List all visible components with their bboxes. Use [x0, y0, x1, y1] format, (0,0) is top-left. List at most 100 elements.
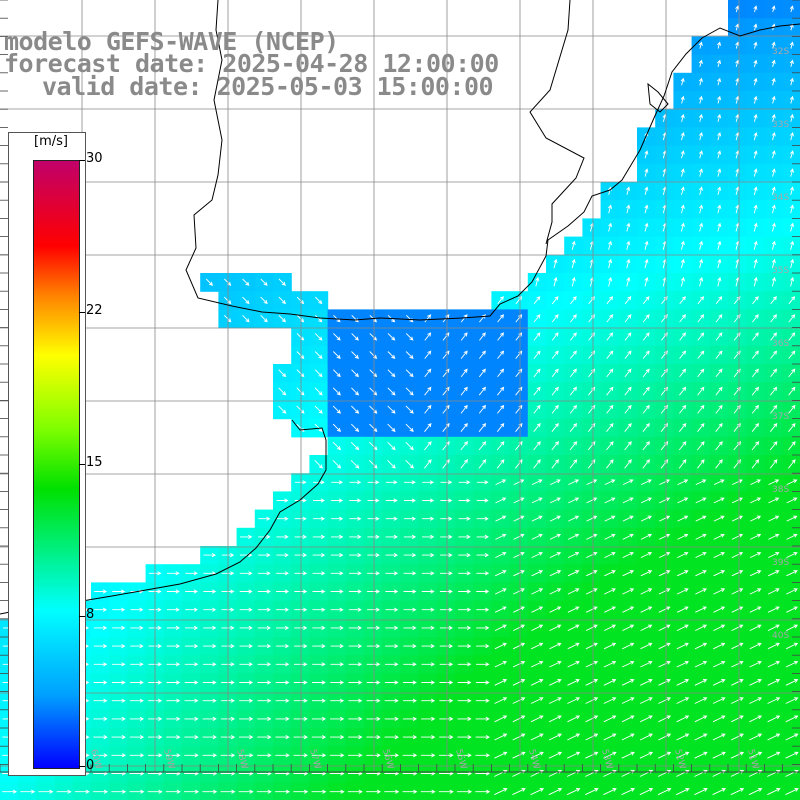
- wind-arrow: [387, 405, 396, 414]
- wind-arrow: [457, 644, 472, 649]
- wind-arrow: [751, 404, 759, 414]
- wind-arrow: [348, 625, 362, 630]
- wind-arrow: [624, 459, 632, 469]
- wind-arrow: [424, 368, 432, 378]
- wind-arrow: [789, 168, 794, 177]
- wind-arrow: [788, 386, 796, 396]
- wind-arrow: [604, 551, 616, 559]
- forecast-date: forecast date: 2025-04-28 12:00:00: [4, 49, 499, 78]
- wind-arrow: [622, 570, 635, 577]
- wind-arrow: [640, 515, 652, 522]
- wind-arrow: [494, 715, 508, 723]
- wind-arrow: [403, 698, 417, 703]
- wind-arrow: [257, 680, 272, 685]
- wind-arrow: [348, 607, 362, 612]
- wind-arrow: [275, 789, 291, 794]
- wind-arrow: [603, 679, 617, 686]
- wind-arrow: [713, 515, 725, 522]
- wind-arrow: [512, 660, 526, 668]
- wind-arrow: [403, 680, 417, 685]
- wind-arrow: [786, 588, 798, 595]
- wind-arrow: [460, 404, 468, 414]
- wind-arrow: [494, 751, 508, 759]
- wind-arrow: [220, 753, 236, 758]
- wind-arrow: [694, 642, 708, 650]
- wind-arrow: [694, 679, 708, 686]
- wind-arrow: [476, 589, 490, 594]
- wind-arrow: [603, 715, 617, 723]
- wind-arrow: [311, 735, 327, 740]
- valid-date: valid date: 2025-05-03 15:00:00: [42, 72, 494, 101]
- wind-arrow: [624, 441, 632, 451]
- wind-arrow: [332, 387, 341, 396]
- wind-arrow: [735, 59, 740, 68]
- wind-arrow: [420, 753, 436, 758]
- wind-arrow: [588, 350, 596, 359]
- wind-arrow: [93, 680, 108, 685]
- wind-arrow: [205, 278, 214, 286]
- wind-arrow: [167, 571, 180, 576]
- wind-arrow: [553, 276, 558, 287]
- wind-arrow: [367, 516, 380, 521]
- wind-arrow: [458, 625, 472, 630]
- wind-arrow: [621, 697, 635, 704]
- wind-arrow: [697, 332, 705, 341]
- wind-arrow: [366, 716, 381, 721]
- wind-arrow: [735, 23, 740, 31]
- wind-arrow: [457, 789, 473, 794]
- wind-arrow: [712, 788, 727, 796]
- wind-arrow: [768, 497, 780, 504]
- wind-arrow: [348, 753, 363, 758]
- wind-arrow: [606, 386, 614, 396]
- wind-arrow: [712, 697, 726, 704]
- wind-arrow: [366, 789, 382, 794]
- wind-arrow: [640, 624, 653, 632]
- wind-arrow: [716, 59, 722, 68]
- wind-arrow: [659, 533, 671, 540]
- wind-arrow: [513, 479, 525, 486]
- wind-arrow: [478, 404, 486, 414]
- wind-arrow: [405, 405, 414, 414]
- wind-arrow: [531, 660, 544, 668]
- wind-arrow: [515, 332, 523, 341]
- wind-arrow: [676, 715, 690, 723]
- wind-arrow: [717, 168, 722, 177]
- wind-arrow: [551, 386, 559, 396]
- wind-arrow: [348, 662, 363, 667]
- wind-arrow: [717, 113, 722, 122]
- wind-arrow: [749, 642, 762, 650]
- wind-arrow: [512, 733, 526, 741]
- wind-arrow: [130, 644, 144, 649]
- wind-arrow: [184, 644, 199, 649]
- wind-arrow: [440, 516, 453, 521]
- wind-arrow: [549, 515, 561, 522]
- wind-arrow: [439, 589, 453, 594]
- wind-arrow: [658, 697, 672, 704]
- wind-arrow: [93, 753, 108, 758]
- wind-arrow: [644, 258, 649, 269]
- wind-arrow: [369, 423, 378, 432]
- wind-arrow: [513, 570, 525, 577]
- graticule: [0, 0, 800, 773]
- wind-arrow: [294, 589, 308, 594]
- wind-arrow: [713, 533, 725, 540]
- wind-arrow: [367, 607, 381, 612]
- wind-arrow: [569, 459, 578, 469]
- wind-arrow: [585, 751, 599, 759]
- wind-arrow: [533, 404, 541, 414]
- wind-arrow: [351, 333, 359, 341]
- wind-arrow: [278, 405, 287, 414]
- wind-arrow: [697, 441, 705, 451]
- wind-arrow: [694, 660, 708, 668]
- wind-arrow: [294, 534, 307, 539]
- wind-arrow: [621, 715, 635, 723]
- wind-arrow: [731, 715, 744, 723]
- wind-arrow: [659, 497, 671, 504]
- wind-arrow: [551, 350, 559, 359]
- wind-arrow: [695, 479, 707, 486]
- wind-arrow: [790, 240, 795, 250]
- wind-arrow: [771, 95, 776, 104]
- wind-arrow: [695, 551, 707, 559]
- wind-arrow: [402, 735, 418, 740]
- wind-arrow: [294, 644, 308, 649]
